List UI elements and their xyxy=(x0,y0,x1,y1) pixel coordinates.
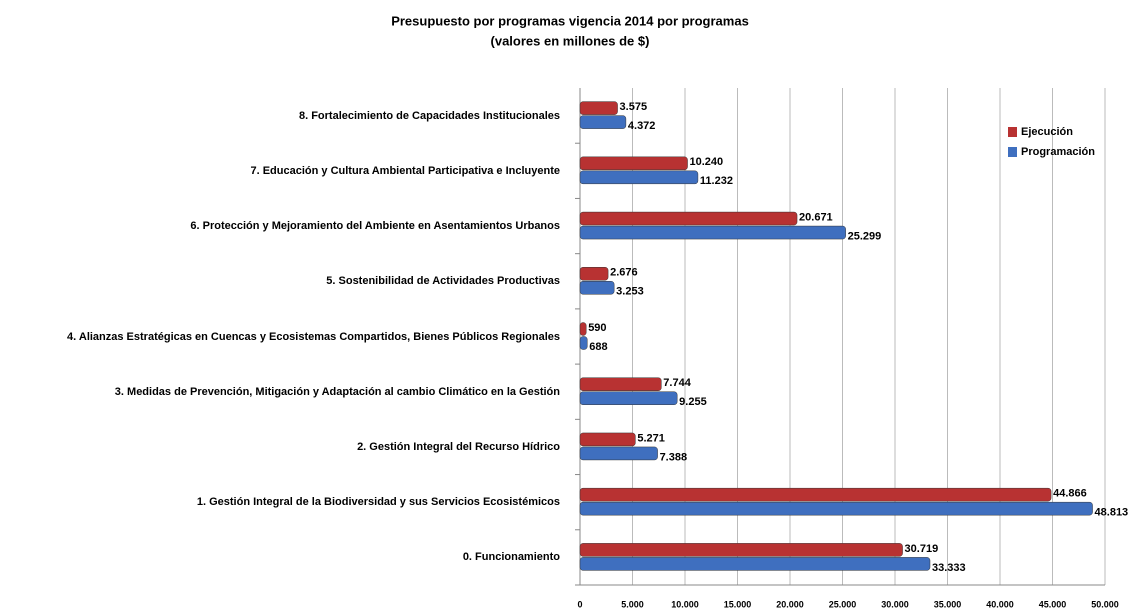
x-tick-label: 10.000 xyxy=(671,599,699,609)
x-tick-label: 15.000 xyxy=(724,599,752,609)
category-label-box: 5. Sostenibilidad de Actividades Product… xyxy=(40,274,560,288)
data-label: 20.671 xyxy=(799,211,833,223)
category-label-box: 2. Gestión Integral del Recurso Hídrico xyxy=(40,440,560,454)
data-label: 688 xyxy=(589,341,607,353)
y-tick-label: 2. Gestión Integral del Recurso Hídrico xyxy=(357,440,560,453)
data-label: 2.676 xyxy=(610,267,638,279)
category-label-box: 8. Fortalecimiento de Capacidades Instit… xyxy=(40,109,560,123)
x-tick-label: 40.000 xyxy=(986,599,1014,609)
bar xyxy=(579,115,627,129)
data-label: 48.813 xyxy=(1095,507,1129,519)
category-label-box: 7. Educación y Cultura Ambiental Partici… xyxy=(40,164,560,178)
data-label: 5.271 xyxy=(637,432,665,444)
x-tick-label: 5.000 xyxy=(621,599,644,609)
data-label: 9.255 xyxy=(679,396,707,408)
bar xyxy=(579,446,658,461)
data-label: 7.388 xyxy=(660,451,688,463)
x-tick-label: 50.000 xyxy=(1091,599,1119,609)
bar xyxy=(579,322,587,336)
bar xyxy=(579,487,1052,502)
y-tick-label: 4. Alianzas Estratégicas en Cuencas y Ec… xyxy=(67,330,560,343)
x-tick-label: 35.000 xyxy=(934,599,962,609)
bar xyxy=(579,501,1093,516)
category-label-box: 0. Funcionamiento xyxy=(40,550,560,564)
data-label: 7.744 xyxy=(663,377,691,389)
data-label: 11.232 xyxy=(700,175,733,187)
x-tick-label: 25.000 xyxy=(829,599,857,609)
bar xyxy=(579,432,636,447)
data-label: 3.575 xyxy=(620,101,648,113)
legend-label: Programación xyxy=(1021,146,1095,158)
data-label: 590 xyxy=(588,322,606,334)
y-tick-label: 5. Sostenibilidad de Actividades Product… xyxy=(326,275,560,288)
data-label: 3.253 xyxy=(616,286,644,298)
legend-swatch xyxy=(1008,127,1017,137)
legend-swatch xyxy=(1008,147,1017,157)
data-label: 10.240 xyxy=(690,156,724,168)
legend-label: Ejecución xyxy=(1021,126,1073,138)
y-tick-label: 7. Educación y Cultura Ambiental Partici… xyxy=(250,164,560,177)
bar xyxy=(579,557,931,571)
category-label-box: 3. Medidas de Prevención, Mitigación y A… xyxy=(40,385,560,399)
bar xyxy=(579,281,615,295)
category-label-box: 6. Protección y Mejoramiento del Ambient… xyxy=(40,219,560,233)
bar xyxy=(579,225,846,240)
y-tick-label: 6. Protección y Mejoramiento del Ambient… xyxy=(190,220,560,233)
chart-title: Presupuesto por programas vigencia 2014 … xyxy=(391,13,749,28)
bar xyxy=(579,336,588,350)
bar xyxy=(579,377,662,391)
data-label: 4.372 xyxy=(628,120,656,132)
bar xyxy=(579,101,618,115)
data-label: 33.333 xyxy=(932,562,966,574)
data-label: 44.866 xyxy=(1053,488,1087,500)
x-tick-label: 45.000 xyxy=(1039,599,1067,609)
category-label-box: 4. Alianzas Estratégicas en Cuencas y Ec… xyxy=(40,330,560,344)
data-label: 25.299 xyxy=(848,230,882,242)
bar xyxy=(579,156,688,171)
chart-subtitle: (valores en millones de $) xyxy=(491,33,650,48)
x-tick-label: 20.000 xyxy=(776,599,804,609)
bar xyxy=(579,170,699,185)
bar xyxy=(579,543,903,557)
x-tick-label: 30.000 xyxy=(881,599,909,609)
category-label-box: 1. Gestión Integral de la Biodiversidad … xyxy=(40,495,560,509)
bar xyxy=(579,267,609,281)
x-tick-label: 0 xyxy=(577,599,582,609)
y-tick-label: 8. Fortalecimiento de Capacidades Instit… xyxy=(298,109,560,122)
y-tick-label: 0. Funcionamiento xyxy=(462,551,560,564)
y-tick-label: 1. Gestión Integral de la Biodiversidad … xyxy=(196,496,560,509)
bar xyxy=(579,211,798,226)
data-label: 30.719 xyxy=(905,543,939,555)
y-tick-label: 3. Medidas de Prevención, Mitigación y A… xyxy=(114,385,560,398)
bar xyxy=(579,391,678,405)
